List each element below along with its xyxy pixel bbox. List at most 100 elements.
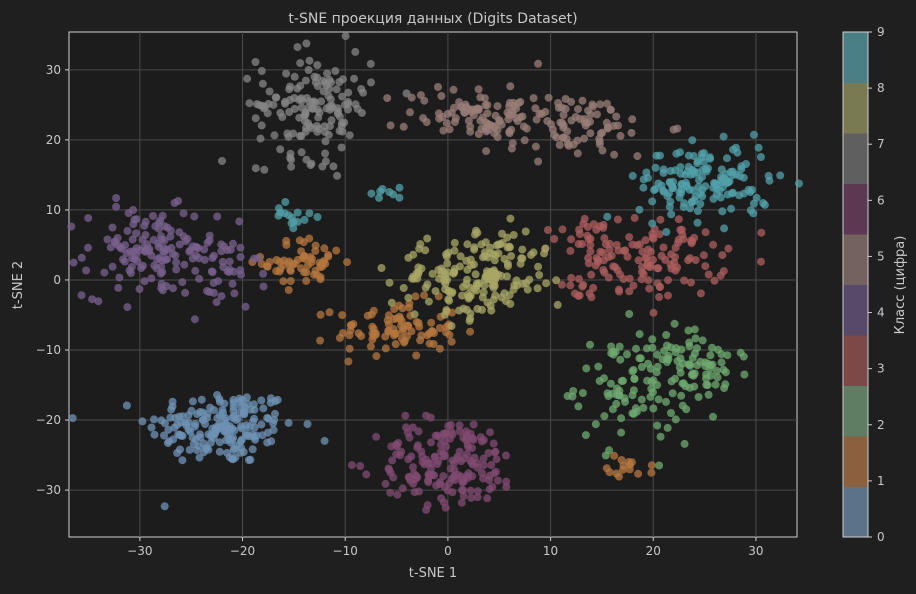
point-class-8	[471, 270, 480, 279]
point-class-6	[466, 486, 475, 495]
point-class-0	[188, 397, 197, 406]
point-class-3	[699, 251, 708, 260]
point-class-4	[94, 297, 103, 306]
point-class-8	[480, 281, 489, 290]
point-class-9	[639, 175, 648, 184]
point-class-8	[462, 280, 471, 289]
point-class-3	[654, 264, 663, 273]
point-class-4	[163, 255, 172, 264]
point-class-2	[617, 414, 626, 423]
point-class-7	[287, 162, 296, 171]
point-class-3	[613, 215, 622, 224]
point-class-6	[392, 450, 401, 459]
point-class-0	[229, 395, 238, 404]
y-tick-label: −10	[36, 343, 61, 357]
point-class-6	[372, 432, 381, 441]
point-class-7	[257, 67, 266, 75]
point-class-9	[300, 215, 309, 224]
point-class-2	[616, 355, 625, 364]
point-class-5	[516, 113, 525, 122]
point-class-8	[522, 279, 531, 288]
point-class-1	[302, 276, 311, 285]
y-tick-label: −30	[36, 483, 61, 497]
point-class-5	[555, 141, 564, 149]
point-class-8	[455, 306, 464, 315]
y-tick-label: 30	[46, 63, 61, 77]
point-class-8	[470, 243, 479, 252]
point-class-2	[652, 368, 661, 377]
point-class-6	[455, 427, 464, 436]
point-class-9	[750, 130, 758, 139]
point-class-1	[279, 277, 288, 286]
point-class-5	[609, 121, 618, 130]
point-class-2	[701, 362, 710, 371]
point-class-7	[402, 89, 411, 98]
point-class-6	[424, 470, 433, 479]
point-class-1	[366, 342, 375, 351]
point-class-2	[711, 380, 720, 389]
point-class-7	[321, 137, 330, 146]
point-class-6	[478, 469, 486, 477]
point-class-3	[685, 254, 694, 263]
point-class-8	[440, 310, 449, 319]
point-class-9	[281, 198, 290, 206]
point-class-1	[297, 264, 305, 273]
point-class-4	[84, 243, 92, 252]
point-class-2	[662, 397, 670, 406]
point-class-8	[423, 234, 432, 243]
point-class-1	[625, 465, 634, 474]
point-class-1	[301, 254, 310, 263]
point-class-2	[574, 402, 583, 411]
point-class-9	[656, 151, 664, 160]
point-class-5	[480, 94, 489, 103]
point-class-0	[197, 395, 206, 404]
point-class-9	[698, 153, 706, 162]
point-class-5	[483, 109, 492, 118]
point-class-8	[505, 291, 514, 300]
point-class-7	[317, 97, 326, 106]
point-class-2	[591, 420, 600, 429]
point-class-7	[366, 59, 375, 68]
point-class-5	[422, 118, 431, 126]
point-class-7	[296, 59, 305, 68]
point-class-2	[625, 310, 634, 318]
point-class-3	[586, 247, 595, 256]
point-class-8	[479, 288, 488, 297]
point-class-2	[694, 393, 703, 401]
point-class-8	[494, 270, 503, 279]
point-class-0	[248, 445, 257, 454]
point-class-3	[757, 257, 765, 266]
point-class-1	[412, 351, 421, 360]
point-class-0	[122, 401, 131, 410]
point-class-6	[408, 423, 417, 432]
point-class-6	[479, 436, 488, 444]
colorbar-tick-label: 1	[877, 474, 885, 488]
point-class-7	[302, 39, 311, 48]
point-class-8	[491, 251, 500, 260]
point-class-1	[363, 311, 372, 320]
point-class-5	[439, 126, 448, 135]
point-class-8	[489, 283, 498, 292]
point-class-3	[674, 215, 683, 224]
point-class-9	[669, 184, 678, 192]
point-class-5	[493, 102, 502, 111]
point-class-7	[251, 58, 260, 66]
point-class-9	[749, 209, 758, 218]
point-class-3	[677, 225, 686, 234]
point-class-9	[651, 163, 660, 172]
points	[67, 32, 803, 514]
point-class-3	[567, 273, 576, 282]
point-class-0	[182, 421, 191, 430]
point-class-0	[257, 396, 266, 405]
point-class-2	[714, 345, 722, 354]
point-class-2	[608, 405, 617, 414]
point-class-6	[457, 498, 466, 507]
point-class-7	[350, 74, 359, 83]
point-class-1	[647, 468, 656, 477]
point-class-5	[574, 105, 582, 114]
x-tick-label: 10	[543, 544, 558, 558]
point-class-9	[693, 218, 702, 227]
point-class-4	[130, 255, 139, 264]
point-class-6	[431, 452, 439, 461]
point-class-4	[151, 222, 160, 231]
